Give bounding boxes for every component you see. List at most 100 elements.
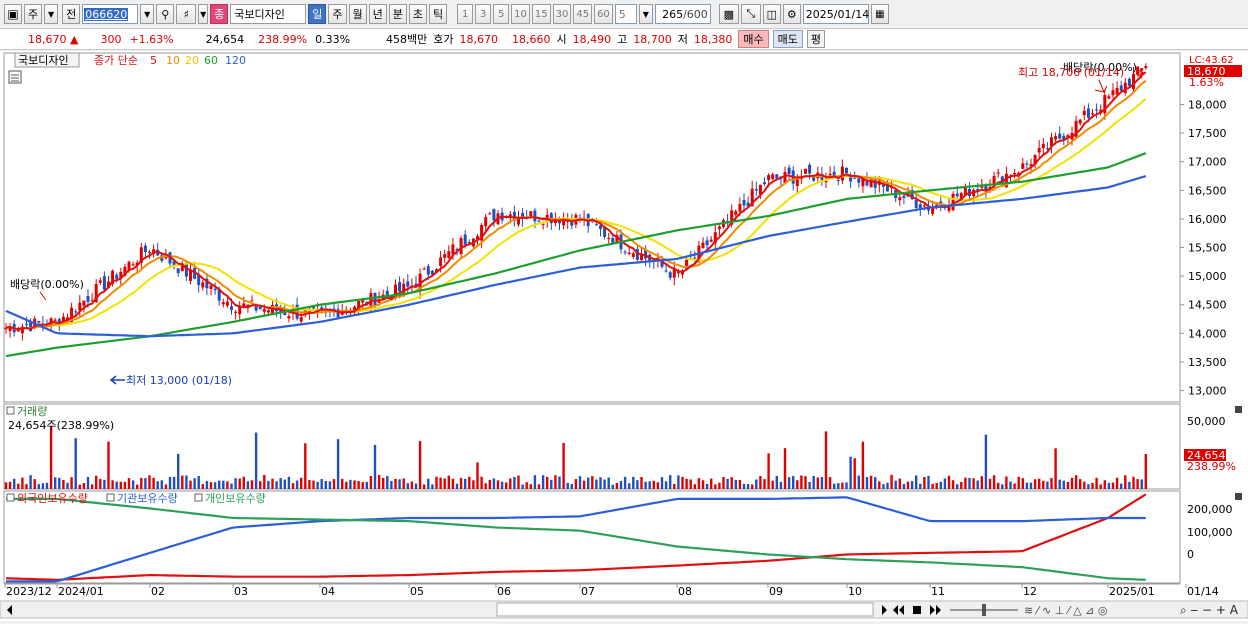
zoom-tools-icon[interactable]: ⌕ ‒ − + A	[1180, 603, 1239, 617]
volume-menu-icon[interactable]	[6, 406, 15, 415]
tab-interval-minute[interactable]: 분	[388, 4, 407, 24]
draw-line-icon[interactable]: ⤡	[740, 4, 761, 24]
search-icon[interactable]: ⚲	[156, 4, 175, 24]
candle-body	[426, 266, 430, 275]
buy-button[interactable]: 매수	[738, 30, 769, 48]
holdings-menu-icon[interactable]	[6, 493, 15, 502]
legend-institution[interactable]: 기관보유수량	[117, 492, 178, 505]
volume-bar	[1091, 482, 1094, 489]
legend-ma120[interactable]: 120	[225, 54, 246, 67]
window-layout-icon[interactable]: ▣	[4, 4, 22, 24]
minute-custom-input[interactable]: 5	[614, 4, 637, 24]
volume-bar	[841, 482, 844, 489]
candle-body	[857, 178, 861, 183]
candle-body	[443, 254, 447, 258]
minute-option-5[interactable]: 5	[493, 4, 510, 24]
minute-option-45[interactable]: 45	[573, 4, 593, 24]
candle-body	[94, 284, 98, 303]
period-type-select[interactable]: 주	[24, 4, 43, 24]
legend-ma-type[interactable]: 종가 단순	[94, 54, 138, 67]
candle-body	[74, 311, 78, 313]
legend-name-box[interactable]	[14, 52, 80, 68]
candle-body	[705, 240, 709, 246]
volume-bar	[406, 483, 409, 489]
volume-bar	[578, 476, 582, 489]
x-axis: 2023/12 2024/01 02 03 04 05 06 07 08 09 10 11 12 2025…	[4, 584, 1219, 598]
volume-bar	[86, 477, 90, 489]
save-icon[interactable]: ◫	[762, 4, 781, 24]
count-input[interactable]: 265/600	[654, 4, 711, 24]
candle-body	[439, 257, 443, 267]
legend-individual[interactable]: 개인보유수량	[205, 492, 266, 505]
candle-body	[808, 164, 812, 174]
volume-bar	[1103, 480, 1106, 489]
minute-option-10[interactable]: 10	[511, 4, 530, 24]
candle-body	[307, 309, 311, 313]
candle-body	[984, 185, 988, 191]
minute-option-3[interactable]: 3	[475, 4, 492, 24]
volume-bar	[640, 477, 643, 489]
volume-bar	[1029, 482, 1033, 489]
sell-button[interactable]: 매도	[772, 30, 803, 48]
tab-interval-day[interactable]: 일	[308, 4, 327, 24]
holdings-close-icon[interactable]	[1235, 493, 1242, 500]
candle-body	[845, 167, 848, 173]
volume-bar	[394, 478, 397, 489]
tab-interval-tick[interactable]: 틱	[429, 4, 448, 24]
date-input[interactable]: 2025/01/14	[802, 4, 869, 24]
legend-ma10[interactable]: 10	[166, 54, 180, 67]
chevron-down-icon[interactable]: ▼	[638, 4, 653, 24]
chart-menu-icon[interactable]	[8, 70, 22, 84]
volume-title[interactable]: 거래량	[17, 405, 47, 418]
volume-bar	[136, 484, 139, 489]
tab-interval-second[interactable]: 초	[408, 4, 427, 24]
calendar-icon[interactable]: ▦	[870, 4, 889, 24]
chevron-down-icon[interactable]: ▼	[44, 4, 59, 24]
legend-ma60[interactable]: 60	[204, 54, 218, 67]
scroll-thumb[interactable]	[496, 602, 874, 617]
minute-option-60[interactable]: 60	[594, 4, 613, 24]
indicator-icon[interactable]: ▩	[718, 4, 739, 24]
volume-bar	[324, 481, 327, 489]
scroll-right-icon[interactable]	[882, 605, 887, 615]
nav-stop-icon[interactable]	[913, 606, 921, 614]
candle-body	[111, 270, 115, 284]
speaker-icon[interactable]: ♯	[176, 4, 197, 24]
legend-ma5[interactable]: 5	[150, 54, 157, 67]
drawing-tools-icon[interactable]: ≋ ⁄ ∿ ⊥ ⁄ △ ⊿ ◎	[1024, 604, 1107, 617]
minute-option-30[interactable]: 30	[552, 4, 572, 24]
legend-ma20[interactable]: 20	[185, 54, 199, 67]
gear-icon[interactable]: ⚙	[782, 4, 801, 24]
volume-bar	[939, 481, 942, 489]
nav-next-icon[interactable]	[930, 605, 941, 615]
volume-bars	[4, 426, 1147, 489]
legend-foreign[interactable]: 외국인보유수량	[17, 492, 88, 505]
tab-interval-month[interactable]: 월	[348, 4, 367, 24]
nav-first-icon[interactable]	[893, 605, 904, 615]
eval-button[interactable]: 평	[806, 30, 826, 48]
minute-option-1[interactable]: 1	[457, 4, 474, 24]
tab-interval-year[interactable]: 년	[368, 4, 387, 24]
volume-bar	[734, 479, 737, 489]
candle-body	[541, 223, 545, 225]
volume-bar	[181, 475, 184, 489]
minute-option-15[interactable]: 15	[531, 4, 551, 24]
scroll-left-icon[interactable]	[7, 605, 12, 615]
volume-close-icon[interactable]	[1235, 406, 1242, 413]
candle-body	[246, 304, 250, 307]
volume-bar	[386, 476, 389, 489]
volume-bar	[443, 478, 446, 489]
chevron-down-icon[interactable]: ▼	[140, 4, 155, 24]
candle-body	[644, 249, 648, 259]
candle-body	[615, 235, 619, 243]
volume-bar	[242, 476, 245, 489]
prev-button[interactable]: 전	[62, 4, 81, 24]
volume-bar	[78, 484, 81, 489]
volume-bar	[587, 477, 590, 489]
volume-bar	[140, 477, 143, 489]
legend-stock-name[interactable]: 국보디자인	[18, 54, 69, 67]
chevron-down-icon[interactable]: ▼	[198, 4, 209, 24]
candle-body	[668, 272, 672, 278]
stock-code-input[interactable]: 066620	[82, 4, 139, 24]
tab-interval-week[interactable]: 주	[328, 4, 347, 24]
